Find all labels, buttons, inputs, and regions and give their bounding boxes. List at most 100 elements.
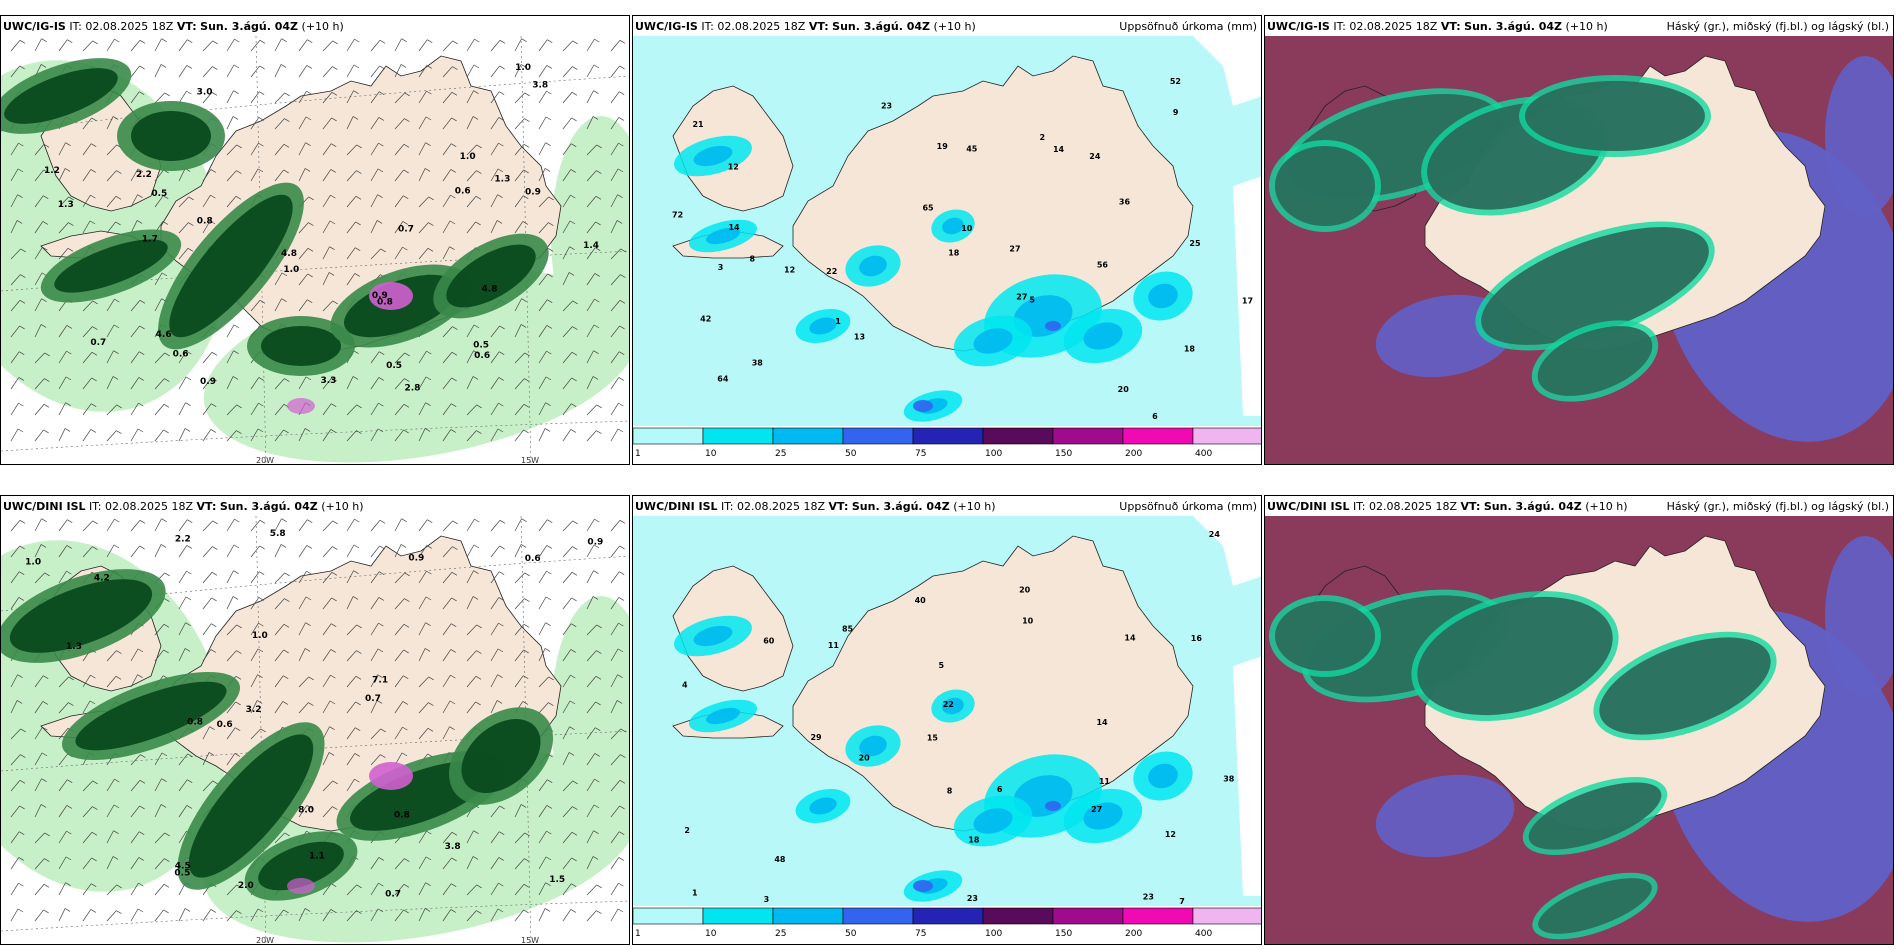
- legend-tick-label: 200: [1125, 449, 1142, 459]
- legend-tick-label: 400: [1195, 929, 1212, 939]
- legend-tick-label: 150: [1055, 929, 1072, 939]
- value-label: 7: [1179, 897, 1185, 906]
- precip-very-heavy-area: [287, 878, 315, 894]
- value-label: 0.7: [398, 224, 414, 234]
- value-label: 2.0: [238, 881, 254, 891]
- panel-bottom-accum-precip: UWC/DINI ISL IT: 02.08.2025 18Z VT: Sun.…: [632, 495, 1262, 945]
- panel-header: UWC/DINI ISL IT: 02.08.2025 18Z VT: Sun.…: [3, 500, 364, 513]
- value-label: 1.0: [25, 558, 41, 568]
- value-label: 0.6: [474, 351, 490, 361]
- field-title: Háský (gr.), miðský (fj.bl.) og lágský (…: [1666, 500, 1889, 513]
- legend-tick-label: 25: [775, 929, 786, 939]
- value-label: 0.9: [200, 377, 216, 387]
- value-label: 2.2: [175, 534, 191, 544]
- value-label: 20: [1019, 586, 1031, 595]
- legend-tick-label: 10: [705, 929, 717, 939]
- value-label: 1.3: [494, 174, 510, 184]
- precip-very-heavy-area: [287, 398, 315, 414]
- precip-heavy-area: [188, 734, 314, 878]
- accum-25-50-area: [1148, 763, 1178, 789]
- no-precip-area: [1233, 656, 1261, 896]
- value-label: 27: [1091, 805, 1102, 814]
- value-label: 14: [1096, 718, 1108, 727]
- high-cloud-area: [1538, 878, 1652, 934]
- value-label: 0.8: [197, 217, 213, 227]
- panel-header: UWC/IG-IS IT: 02.08.2025 18Z VT: Sun. 3.…: [3, 20, 344, 33]
- precip-wind-map: 2.8 3.0 4.6 2.2 1.3 0.5 1.4 0.8 1.0 0.6 0.7 1.2 4.8 0…: [1, 36, 629, 464]
- low-cloud-area: [1375, 774, 1515, 858]
- value-label: 8: [947, 787, 953, 796]
- value-label: 1.7: [142, 235, 158, 245]
- high-cloud-area: [1528, 782, 1662, 850]
- value-label: 1.0: [515, 63, 531, 73]
- high-cloud-area: [1417, 596, 1613, 716]
- panel-header: UWC/DINI ISL IT: 02.08.2025 18Z VT: Sun.…: [635, 500, 996, 513]
- value-label: 3.3: [320, 376, 336, 386]
- accum-25-50-area: [705, 707, 741, 725]
- value-label: 42: [700, 314, 711, 323]
- accum-25-50-area: [809, 317, 837, 335]
- value-label: 7.1: [372, 675, 388, 685]
- value-label: 12: [728, 162, 739, 171]
- high-cloud-area: [1275, 601, 1375, 671]
- legend-swatch: [1192, 907, 1261, 925]
- no-precip-area: [1193, 36, 1261, 106]
- value-label: 14: [1053, 145, 1065, 154]
- value-label: 0.5: [151, 189, 167, 199]
- value-label: 1.4: [583, 241, 599, 251]
- legend-tick-label: 10: [705, 449, 717, 459]
- precip-heavy-area: [258, 841, 344, 891]
- legend-tick-label: 400: [1195, 449, 1212, 459]
- legend-swatch: [772, 427, 844, 445]
- value-label: 48: [774, 855, 786, 864]
- precip-wind-map: 2.0 0.7 4.5 3.8 2.2 4.2 0.8 1.5 5.8 1.0 0.6 1.1 3.2 8…: [1, 516, 629, 944]
- legend-swatch: [1122, 427, 1194, 445]
- accum-50-75-area: [913, 880, 933, 892]
- value-label: 1: [692, 889, 698, 898]
- value-label: 12: [784, 265, 795, 274]
- value-label: 56: [1097, 260, 1109, 269]
- value-label: 22: [826, 267, 837, 276]
- value-label: 38: [1223, 774, 1235, 783]
- lon-label-20w: 20W: [256, 936, 275, 945]
- panel-top-precip-wind: UWC/IG-IS IT: 02.08.2025 18Z VT: Sun. 3.…: [0, 15, 630, 465]
- accum-25-50-area: [973, 808, 1013, 834]
- panel-bottom-cloud: UWC/DINI ISL IT: 02.08.2025 18Z VT: Sun.…: [1264, 495, 1894, 945]
- value-label: 4.8: [281, 249, 297, 259]
- value-label: 18: [948, 248, 960, 257]
- high-cloud-area: [1481, 227, 1709, 345]
- value-label: 3.2: [246, 705, 262, 715]
- value-label: 1.0: [460, 152, 476, 162]
- value-label: 0.7: [90, 338, 106, 348]
- value-label: 38: [752, 359, 764, 368]
- accum-precip-map: 5711231415202223294060202412278548381618…: [633, 516, 1261, 944]
- lon-label-20w: 20W: [256, 456, 275, 465]
- accum-25-50-area: [859, 255, 887, 277]
- precip-very-heavy-area: [369, 282, 413, 310]
- value-label: 0.6: [217, 720, 233, 730]
- value-label: 27: [1016, 292, 1027, 301]
- value-label: 1.5: [549, 875, 565, 885]
- cloud-cover-map: [1265, 516, 1893, 944]
- no-precip-area: [1193, 516, 1261, 586]
- value-label: 60: [763, 637, 775, 646]
- legend-tick-label: 50: [845, 929, 857, 939]
- value-label: 18: [1184, 345, 1196, 354]
- accum-25-50-area: [693, 145, 733, 167]
- value-label: 6: [1152, 412, 1158, 421]
- value-label: 1.2: [44, 166, 60, 176]
- accum-25-50-area: [942, 217, 964, 235]
- legend-tick-label: 1: [635, 929, 641, 939]
- low-cloud-area: [1825, 56, 1893, 216]
- precip-heavy-area: [169, 194, 293, 338]
- legend-tick-label: 75: [915, 449, 926, 459]
- value-label: 13: [854, 333, 865, 342]
- value-label: 1.0: [252, 631, 268, 641]
- value-label: 29: [810, 733, 822, 742]
- accum-25-50-area: [693, 625, 733, 647]
- legend-tick-label: 50: [845, 449, 857, 459]
- panel-top-cloud: UWC/IG-IS IT: 02.08.2025 18Z VT: Sun. 3.…: [1264, 15, 1894, 465]
- value-label: 24: [1209, 530, 1221, 539]
- value-label: 6: [997, 785, 1003, 794]
- value-label: 3: [764, 895, 770, 904]
